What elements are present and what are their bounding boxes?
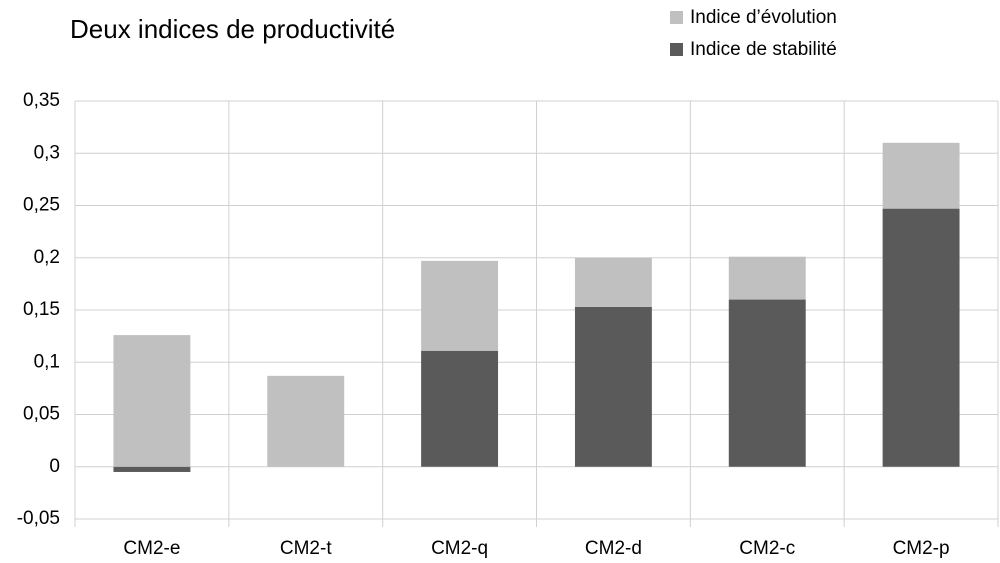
bar-segment	[421, 350, 499, 467]
y-tick-label: 0	[49, 456, 60, 477]
y-tick-label: 0,3	[34, 142, 60, 163]
y-tick-label: 0,2	[34, 247, 60, 268]
bar-segment	[421, 260, 499, 351]
legend-swatch	[670, 43, 683, 56]
bar-segment	[728, 299, 806, 467]
y-tick-label: 0,15	[23, 299, 60, 320]
bar-segment	[113, 335, 191, 467]
x-tick-label: CM2-c	[739, 538, 795, 559]
bar-segment	[574, 306, 652, 467]
legend-swatch	[670, 11, 683, 24]
x-tick-label: CM2-q	[431, 538, 488, 559]
legend-label: Indice de stabilité	[690, 39, 837, 60]
x-tick-label: CM2-d	[585, 538, 642, 559]
chart-title: Deux indices de productivité	[70, 14, 395, 44]
x-tick-label: CM2-t	[280, 538, 332, 559]
y-tick-label: 0,25	[23, 195, 60, 216]
bar-segment	[728, 256, 806, 300]
bar-segment	[267, 375, 345, 467]
x-tick-label: CM2-e	[123, 538, 180, 559]
bar-segment	[113, 466, 191, 472]
y-tick-label: -0,05	[17, 508, 60, 529]
bar-segment	[882, 208, 960, 467]
bar-segment	[882, 142, 960, 209]
y-tick-label: 0,35	[23, 90, 60, 111]
legend-label: Indice d’évolution	[690, 7, 837, 28]
bar-segment	[574, 257, 652, 307]
y-tick-label: 0,05	[23, 404, 60, 425]
y-tick-label: 0,1	[34, 351, 60, 372]
x-tick-label: CM2-p	[893, 538, 950, 559]
